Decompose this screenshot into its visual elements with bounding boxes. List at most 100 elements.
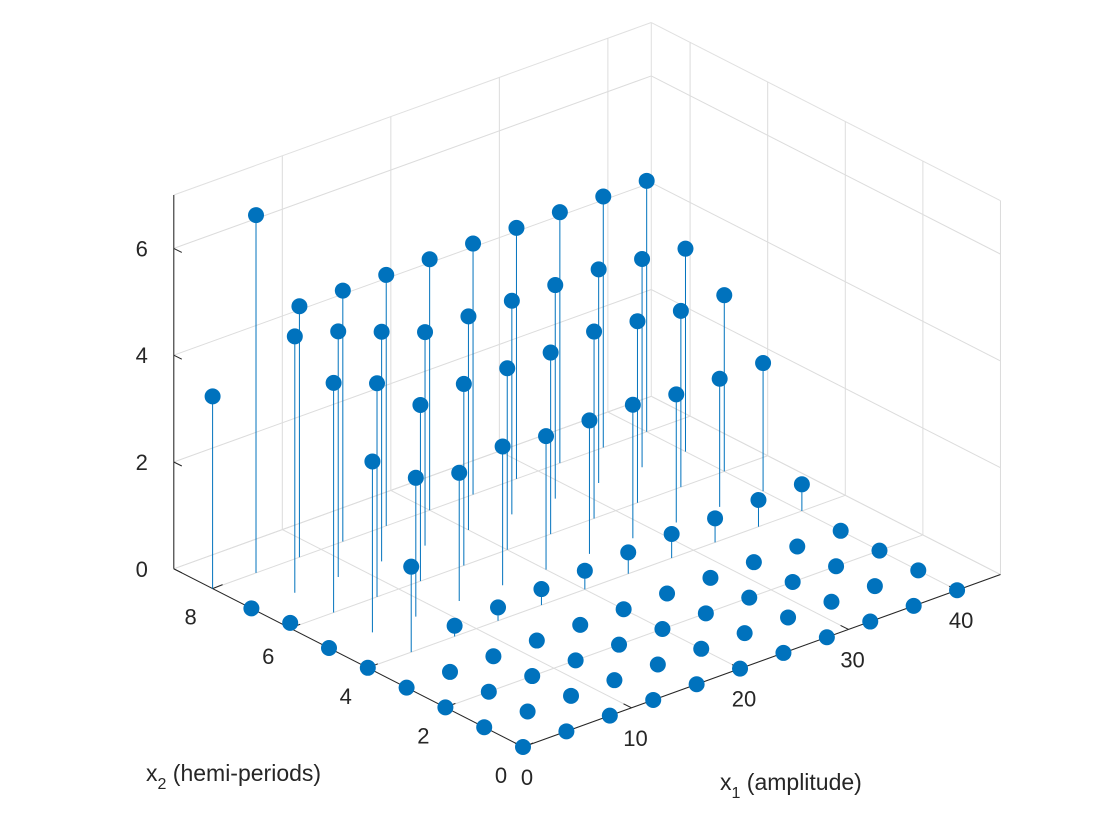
z-tick-label: 6 bbox=[136, 236, 148, 261]
wall-grid-line bbox=[651, 182, 1001, 362]
stem-marker bbox=[818, 629, 835, 646]
stem-marker bbox=[364, 453, 381, 470]
stem-marker bbox=[601, 707, 618, 724]
z-tick-mark bbox=[173, 354, 183, 360]
stem-marker bbox=[437, 699, 454, 716]
z-tick-mark bbox=[173, 568, 183, 574]
stem-marker bbox=[533, 581, 550, 598]
stem-marker bbox=[524, 668, 541, 685]
stem-marker bbox=[373, 323, 390, 340]
stem-marker bbox=[711, 370, 728, 387]
wall-grid-line bbox=[651, 75, 1001, 255]
stem-marker bbox=[421, 251, 438, 268]
stem-marker bbox=[828, 558, 845, 575]
stem-marker bbox=[649, 656, 666, 673]
stem-marker bbox=[286, 328, 303, 345]
stem-marker bbox=[417, 324, 434, 341]
stem-marker bbox=[775, 644, 792, 661]
stem-marker bbox=[949, 582, 966, 599]
box-edge bbox=[651, 22, 1001, 202]
x-tick-label: 10 bbox=[623, 726, 647, 751]
stem-marker bbox=[645, 691, 662, 708]
stem-series bbox=[204, 172, 966, 755]
x-axis-label-text: (amplitude) bbox=[740, 769, 861, 795]
x-tick-label: 40 bbox=[949, 608, 973, 633]
stem-marker bbox=[611, 636, 628, 653]
stem-marker bbox=[905, 597, 922, 614]
stem-marker bbox=[563, 687, 580, 704]
wall-grid-line bbox=[651, 395, 1001, 575]
stem-marker bbox=[672, 302, 689, 319]
stem-marker bbox=[515, 739, 531, 755]
stem-marker bbox=[832, 522, 849, 539]
stem-marker bbox=[789, 538, 806, 555]
stem-marker bbox=[291, 298, 308, 315]
stem-marker bbox=[499, 360, 516, 377]
stem-marker bbox=[736, 625, 753, 642]
stem-marker bbox=[606, 672, 623, 689]
box-edge bbox=[173, 22, 652, 196]
tick-labels: 0 10 20 30 40 0 2 4 6 8 0 2 4 6 bbox=[136, 236, 974, 790]
x-axis-label-sub: 1 bbox=[732, 785, 741, 802]
stem-marker bbox=[624, 396, 641, 413]
stem-marker bbox=[476, 719, 493, 736]
stem-marker bbox=[567, 652, 584, 669]
stem-marker bbox=[398, 679, 415, 696]
stem-marker bbox=[494, 438, 511, 455]
stem-marker bbox=[910, 562, 927, 579]
stem-marker bbox=[446, 617, 463, 634]
stem-marker bbox=[325, 374, 342, 391]
stem-marker bbox=[282, 614, 299, 631]
x-axis-line bbox=[522, 574, 1001, 748]
stem-marker bbox=[615, 601, 632, 618]
x-tick-label: 20 bbox=[732, 687, 756, 712]
z-tick-label: 4 bbox=[136, 343, 148, 368]
stem-marker bbox=[871, 542, 888, 559]
stem-marker bbox=[480, 683, 497, 700]
wall-grid-line bbox=[173, 75, 652, 249]
wall-grid-line bbox=[173, 289, 652, 463]
y-axis-label: x2 (hemi-periods) bbox=[146, 760, 321, 793]
stem-marker bbox=[750, 491, 767, 508]
stem-marker bbox=[378, 266, 395, 283]
stem-marker bbox=[677, 240, 694, 257]
x-tick-label: 30 bbox=[840, 647, 864, 672]
stem-marker bbox=[442, 663, 459, 680]
stem-marker bbox=[629, 313, 646, 330]
floor-grid-line bbox=[607, 411, 958, 591]
x-tick-mark bbox=[623, 703, 632, 709]
y-tick-label: 8 bbox=[184, 605, 196, 630]
stem-marker bbox=[755, 355, 772, 372]
stem-marker bbox=[403, 558, 420, 575]
x-tick-label: 0 bbox=[521, 765, 533, 790]
stem-marker bbox=[572, 616, 589, 633]
stem-marker bbox=[707, 510, 724, 527]
z-tick-mark bbox=[173, 247, 183, 253]
stem-marker bbox=[741, 589, 758, 606]
x-axis-label-base: x bbox=[720, 769, 732, 795]
floor-grid-line bbox=[290, 455, 768, 629]
y-tick-label: 0 bbox=[495, 763, 507, 788]
stem-marker bbox=[519, 703, 536, 720]
stem-marker bbox=[538, 428, 555, 445]
stem-marker bbox=[586, 323, 603, 340]
stem-marker bbox=[321, 640, 337, 656]
stem-marker bbox=[243, 600, 260, 617]
stem-marker bbox=[659, 585, 676, 602]
stem-marker bbox=[503, 292, 520, 309]
y-tick-label: 4 bbox=[340, 684, 352, 709]
stem-marker bbox=[590, 261, 607, 278]
stem-marker bbox=[862, 613, 879, 630]
stem-marker bbox=[638, 172, 655, 189]
z-tick-label: 2 bbox=[136, 450, 148, 475]
stem-marker bbox=[823, 593, 840, 610]
stem-marker bbox=[581, 412, 598, 429]
stem-marker bbox=[866, 578, 883, 595]
stem-marker bbox=[732, 660, 749, 677]
y-axis-label-base: x bbox=[146, 760, 158, 786]
stem-marker bbox=[793, 476, 810, 493]
y-axis-label-text: (hemi-periods) bbox=[166, 760, 321, 786]
stem-marker bbox=[697, 605, 714, 622]
wall-grid-line bbox=[173, 182, 652, 356]
stem-marker bbox=[407, 469, 424, 486]
